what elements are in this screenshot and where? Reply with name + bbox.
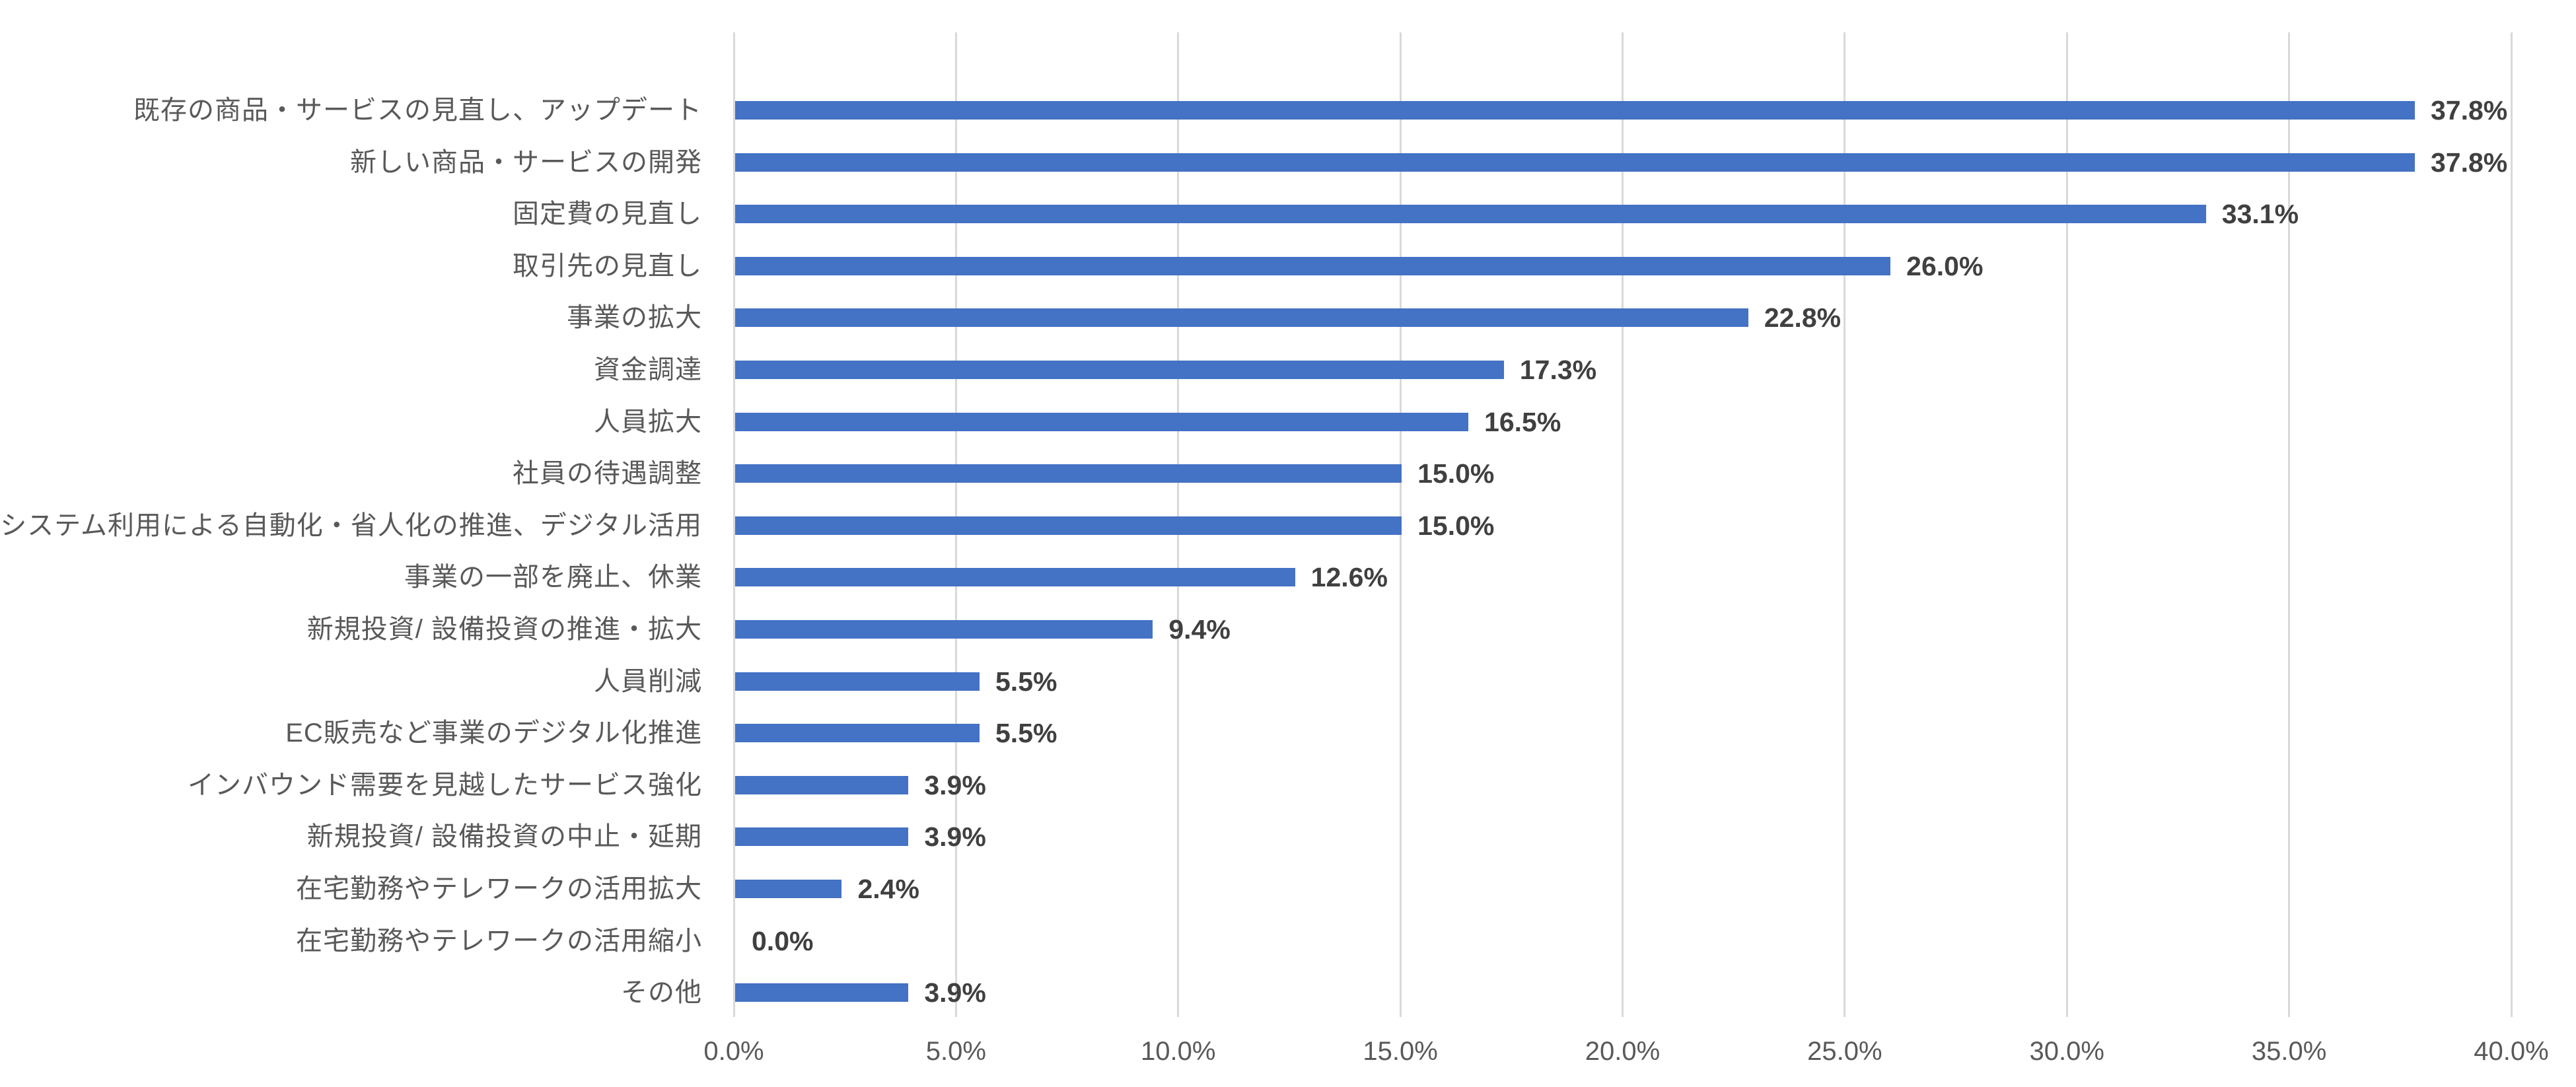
value-label: 0.0% [752, 925, 814, 956]
value-label: 16.5% [1484, 406, 1561, 437]
bar [735, 568, 1295, 587]
category-label: インバウンド需要を見越したサービス強化 [188, 770, 702, 800]
bar [735, 880, 842, 898]
x-tick-label: 25.0% [1807, 1037, 1882, 1066]
bar [735, 775, 909, 794]
category-label: 人員拡大 [594, 407, 702, 437]
y-axis-line [733, 32, 735, 1017]
x-tick-label: 5.0% [925, 1037, 986, 1066]
bar [735, 412, 1469, 431]
category-label: 在宅勤務やテレワークの活用拡大 [296, 874, 702, 903]
x-tick-label: 15.0% [1363, 1037, 1438, 1066]
value-label: 5.5% [995, 718, 1057, 749]
bar [735, 101, 2415, 120]
bar [735, 361, 1504, 379]
bar [735, 724, 980, 743]
gridline [2288, 32, 2291, 1017]
gridline [2510, 32, 2513, 1017]
value-label: 22.8% [1764, 302, 1842, 333]
category-label: 事業の拡大 [567, 303, 702, 333]
bar [735, 672, 980, 691]
value-label: 12.6% [1310, 562, 1388, 593]
x-tick-label: 20.0% [1585, 1037, 1661, 1066]
value-label: 2.4% [857, 874, 919, 904]
category-label: EC販売など事業のデジタル化推進 [285, 719, 702, 748]
value-label: 15.0% [1417, 510, 1495, 541]
category-label: 在宅勤務やテレワークの活用縮小 [296, 926, 702, 956]
value-label: 3.9% [924, 977, 986, 1008]
category-label: 事業の一部を廃止、休業 [404, 563, 702, 592]
gridline [1843, 32, 1846, 1017]
value-label: 15.0% [1417, 458, 1495, 489]
category-label: 社員の待遇調整 [513, 459, 702, 489]
value-label: 3.9% [924, 822, 986, 853]
value-label: 37.8% [2430, 95, 2508, 125]
category-label: システム利用による自動化・省人化の推進、デジタル活用 [0, 510, 702, 540]
bar [735, 205, 2206, 224]
category-label: その他 [621, 978, 702, 1008]
x-tick-label: 40.0% [2474, 1037, 2549, 1066]
value-label: 9.4% [1168, 614, 1231, 645]
category-label: 取引先の見直し [513, 251, 702, 281]
gridline [1622, 32, 1624, 1017]
category-label: 既存の商品・サービスの見直し、アップデート [133, 96, 702, 125]
bar [735, 516, 1402, 535]
bar [735, 620, 1153, 639]
category-label: 新規投資/ 設備投資の推進・拡大 [306, 615, 702, 644]
value-label: 5.5% [995, 666, 1057, 697]
bar [735, 464, 1402, 483]
bar [735, 983, 909, 1002]
value-label: 37.8% [2430, 147, 2508, 178]
gridline [2065, 32, 2068, 1017]
bar [735, 153, 2415, 172]
x-tick-label: 30.0% [2029, 1037, 2104, 1066]
value-label: 17.3% [1519, 355, 1597, 385]
category-label: 人員削減 [594, 666, 702, 696]
x-tick-label: 10.0% [1141, 1037, 1216, 1066]
x-tick-label: 0.0% [703, 1037, 764, 1066]
value-label: 3.9% [924, 769, 986, 800]
bar [735, 827, 909, 847]
category-label: 固定費の見直し [513, 199, 702, 229]
bar [735, 256, 1891, 275]
bar [735, 308, 1748, 328]
x-tick-label: 35.0% [2251, 1037, 2327, 1066]
category-label: 新しい商品・サービスの開発 [350, 147, 702, 177]
value-label: 33.1% [2221, 199, 2299, 230]
category-label: 資金調達 [594, 355, 702, 384]
category-label: 新規投資/ 設備投資の中止・延期 [306, 822, 702, 852]
value-label: 26.0% [1906, 250, 1984, 281]
